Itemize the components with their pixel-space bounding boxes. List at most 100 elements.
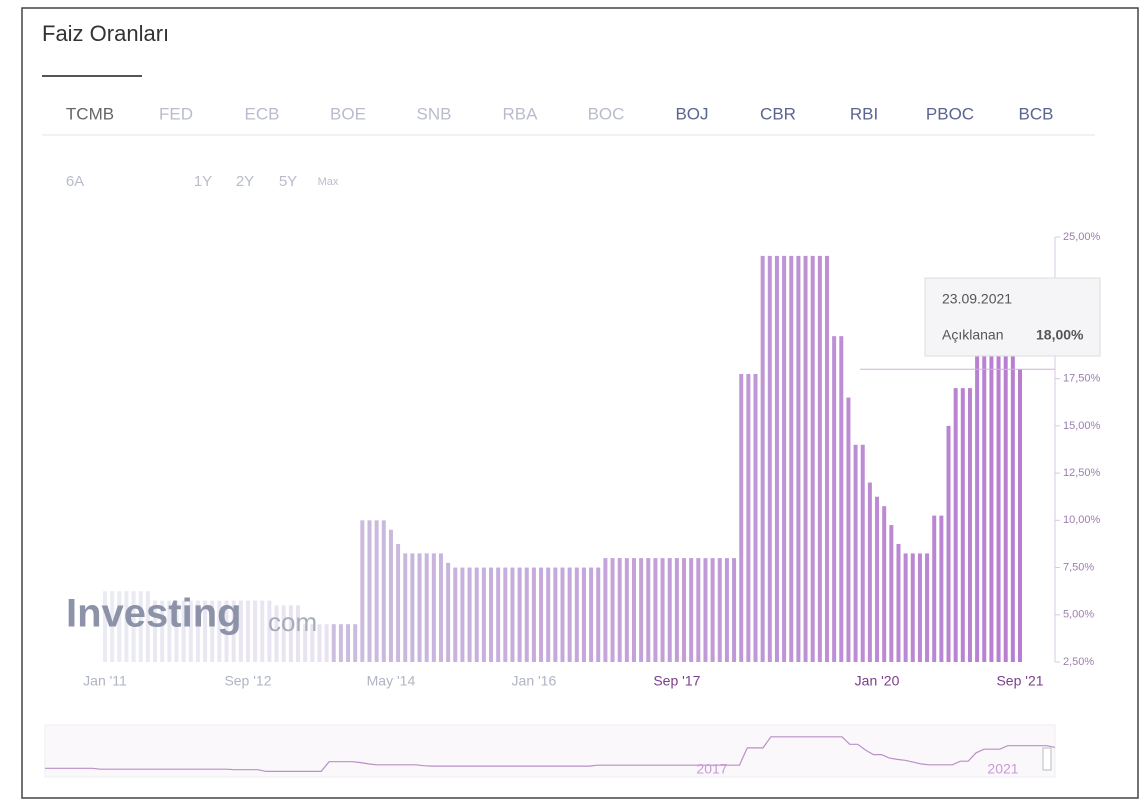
bar (810, 255, 815, 662)
range-button[interactable]: 6A (66, 173, 84, 190)
tooltip-box (924, 277, 1101, 357)
tab[interactable]: RBA (503, 104, 539, 123)
bar (481, 567, 486, 662)
bar (195, 600, 200, 662)
range-button[interactable]: 2Y (236, 173, 254, 190)
bar (131, 591, 136, 662)
bar (689, 558, 694, 662)
bar (424, 553, 429, 662)
tab[interactable]: BOE (330, 104, 366, 123)
bar (260, 600, 265, 662)
bar (153, 600, 158, 662)
tooltip-date: 23.09.2021 (942, 291, 1012, 307)
tab[interactable]: CBR (760, 104, 796, 123)
bar (646, 558, 651, 662)
bar (496, 567, 501, 662)
bar (396, 543, 401, 662)
bar (925, 553, 930, 662)
bar (703, 558, 708, 662)
bar (960, 388, 965, 662)
bar (875, 496, 880, 662)
bar (746, 373, 751, 662)
bar (446, 562, 451, 662)
bar (553, 567, 558, 662)
bar (896, 543, 901, 662)
tab[interactable]: PBOC (926, 104, 974, 123)
tooltip-value: 18,00% (1036, 327, 1084, 343)
tab[interactable]: BOJ (675, 104, 708, 123)
widget-title: Faiz Oranları (42, 21, 169, 46)
navigator-label: 2021 (987, 761, 1018, 777)
bar (460, 567, 465, 662)
y-tick-label: 15,00% (1063, 420, 1101, 432)
bar (674, 558, 679, 662)
bar (696, 558, 701, 662)
y-tick-label: 12,50% (1063, 467, 1101, 479)
bar (367, 520, 372, 662)
tab[interactable]: TCMB (66, 104, 114, 123)
bar (403, 553, 408, 662)
bar (717, 558, 722, 662)
bar (245, 600, 250, 662)
bar (231, 600, 236, 662)
bar (381, 520, 386, 662)
bar (982, 350, 987, 662)
tab[interactable]: BCB (1019, 104, 1054, 123)
bar (417, 553, 422, 662)
bar (160, 600, 165, 662)
bar (474, 567, 479, 662)
bar (253, 600, 258, 662)
bar (932, 515, 937, 662)
x-tick-label: Jan '16 (512, 673, 557, 689)
bar (467, 567, 472, 662)
bar (524, 567, 529, 662)
bar (546, 567, 551, 662)
bar (753, 373, 758, 662)
bar (281, 605, 286, 662)
bar (724, 558, 729, 662)
bar (603, 558, 608, 662)
bar (1010, 350, 1015, 662)
bar (767, 255, 772, 662)
tab[interactable]: SNB (417, 104, 452, 123)
logo-brand: Investing (66, 592, 242, 636)
range-button[interactable]: Max (318, 176, 339, 188)
navigator-handle[interactable] (1042, 747, 1052, 771)
bar (953, 388, 958, 662)
bar (438, 553, 443, 662)
bar (353, 624, 358, 662)
tab[interactable]: ECB (245, 104, 280, 123)
bar (653, 558, 658, 662)
bar (117, 591, 122, 662)
tab[interactable]: RBI (850, 104, 878, 123)
x-tick-label: Sep '17 (653, 673, 700, 689)
bar (967, 388, 972, 662)
range-button[interactable]: 1Y (194, 173, 212, 190)
x-tick-label: Jan '11 (83, 673, 127, 689)
navigator-line (45, 736, 1056, 772)
bar (639, 558, 644, 662)
bar (296, 605, 301, 662)
bar (181, 600, 186, 662)
tab[interactable]: BOC (588, 104, 625, 123)
bar (867, 482, 872, 662)
tab[interactable]: FED (159, 104, 193, 123)
bar (939, 515, 944, 662)
range-button[interactable]: 5Y (279, 173, 297, 190)
bar (917, 553, 922, 662)
bar (274, 605, 279, 662)
bar (903, 553, 908, 662)
bar (238, 600, 243, 662)
bar (581, 567, 586, 662)
bar (631, 558, 636, 662)
bar (882, 506, 887, 662)
y-tick-label: 7,50% (1063, 561, 1094, 573)
logo-suffix: com (268, 607, 317, 637)
bar (824, 255, 829, 662)
bar (682, 558, 687, 662)
bar (803, 255, 808, 662)
bar (317, 624, 322, 662)
bar (453, 567, 458, 662)
y-tick-label: 5,00% (1063, 609, 1094, 621)
bar (989, 350, 994, 662)
